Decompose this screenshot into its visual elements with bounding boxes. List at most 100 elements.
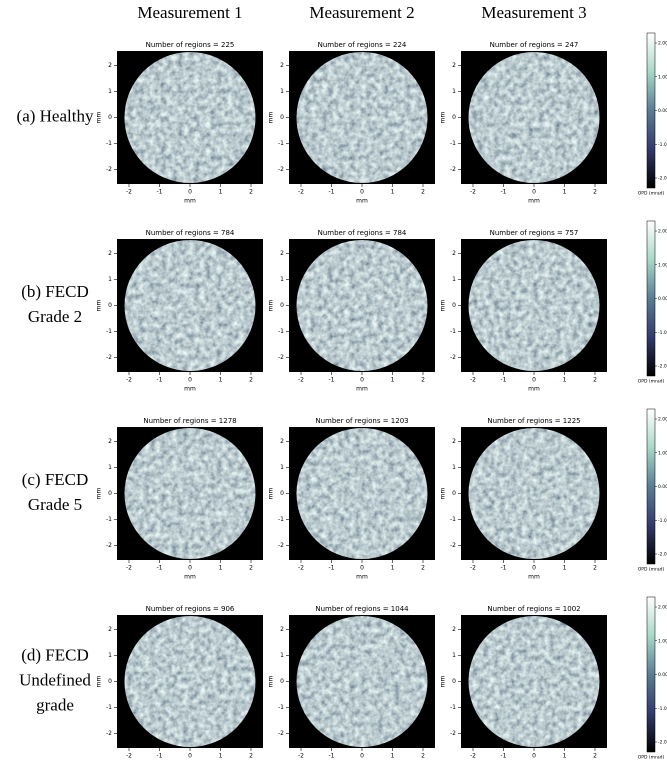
y-tick-label: 0: [280, 678, 284, 685]
y-tick-label: 1: [452, 464, 456, 471]
colorbar-tick-label: 1.00: [658, 638, 667, 644]
y-axis-label: mm: [440, 676, 447, 688]
panel-title: Number of regions = 247: [490, 41, 579, 49]
x-tick-label: 1: [219, 753, 223, 760]
y-tick-label: 1: [280, 652, 284, 659]
y-tick-label: 2: [108, 626, 112, 633]
colorbar-tick-label: -1.00: [658, 142, 667, 148]
colorbar-tick-label: -2.00: [658, 176, 667, 182]
x-tick-label: -2: [126, 189, 132, 196]
x-tick-label: 2: [421, 565, 425, 572]
x-tick-label: 1: [563, 377, 567, 384]
x-tick-label: 0: [188, 377, 192, 384]
y-tick-label: 0: [108, 678, 112, 685]
x-tick-label: -1: [501, 753, 507, 760]
cornea-image: [468, 52, 600, 183]
row-label: (d) FECD: [21, 645, 89, 664]
x-tick-label: 2: [593, 753, 597, 760]
colorbar-tick-label: 2.00: [658, 229, 667, 235]
x-tick-label: -1: [157, 189, 163, 196]
x-axis-label: mm: [356, 762, 368, 763]
x-tick-label: -1: [329, 565, 335, 572]
x-tick-label: 1: [391, 189, 395, 196]
y-tick-label: 0: [452, 114, 456, 121]
colorbar-label: OPD (mrad): [638, 191, 665, 197]
y-tick-label: -2: [106, 354, 112, 361]
cornea-image: [468, 240, 600, 371]
y-axis-label: mm: [96, 112, 103, 124]
x-tick-label: -1: [329, 753, 335, 760]
colorbar-tick-label: 1.00: [658, 262, 667, 268]
x-tick-label: 1: [219, 565, 223, 572]
x-tick-label: -2: [470, 565, 476, 572]
x-tick-label: -2: [298, 753, 304, 760]
x-tick-label: -2: [126, 753, 132, 760]
y-tick-label: -1: [106, 704, 112, 711]
colorbar-tick-label: 0.00: [658, 108, 667, 114]
colorbar-tick-label: -2.00: [658, 740, 667, 746]
y-axis-label: mm: [268, 676, 275, 688]
colorbar-tick-label: 1.00: [658, 450, 667, 456]
panel-title: Number of regions = 784: [146, 229, 235, 237]
y-tick-label: -1: [278, 704, 284, 711]
y-tick-label: 1: [108, 276, 112, 283]
x-tick-label: -2: [298, 565, 304, 572]
y-tick-label: 0: [280, 302, 284, 309]
y-axis-label: mm: [96, 676, 103, 688]
y-tick-label: 0: [108, 114, 112, 121]
y-tick-label: 0: [108, 302, 112, 309]
panel-title: Number of regions = 1002: [487, 605, 580, 613]
y-tick-label: -2: [106, 166, 112, 173]
x-tick-label: 2: [593, 189, 597, 196]
x-tick-label: -1: [329, 189, 335, 196]
x-axis-label: mm: [184, 198, 196, 205]
y-tick-label: 2: [280, 62, 284, 69]
x-axis-label: mm: [528, 762, 540, 763]
colorbar-tick-label: 2.00: [658, 417, 667, 423]
y-axis-label: mm: [440, 488, 447, 500]
cornea-image: [468, 616, 600, 747]
y-tick-label: -2: [278, 542, 284, 549]
colorbar-tick-label: -2.00: [658, 364, 667, 370]
y-tick-label: 2: [280, 250, 284, 257]
row-label: (c) FECD: [22, 470, 89, 489]
x-tick-label: -2: [298, 377, 304, 384]
x-tick-label: -1: [157, 377, 163, 384]
y-tick-label: 1: [280, 464, 284, 471]
y-tick-label: 0: [280, 114, 284, 121]
colorbar-tick-label: 1.00: [658, 74, 667, 80]
y-tick-label: 2: [280, 626, 284, 633]
x-tick-label: -1: [157, 565, 163, 572]
y-tick-label: -2: [106, 542, 112, 549]
y-tick-label: -2: [278, 166, 284, 173]
column-header: Measurement 1: [137, 3, 242, 22]
panel-title: Number of regions = 1044: [315, 605, 409, 613]
cornea-image: [296, 428, 428, 559]
colorbar: [646, 408, 656, 565]
y-axis-label: mm: [96, 300, 103, 312]
y-tick-label: -2: [278, 730, 284, 737]
column-header: Measurement 3: [481, 3, 586, 22]
x-tick-label: 1: [391, 753, 395, 760]
y-tick-label: 1: [108, 88, 112, 95]
x-tick-label: 1: [563, 565, 567, 572]
y-axis-label: mm: [96, 488, 103, 500]
y-axis-label: mm: [268, 488, 275, 500]
row-label: grade: [36, 695, 74, 714]
y-tick-label: 0: [452, 302, 456, 309]
cornea-image: [124, 428, 256, 559]
x-tick-label: 2: [593, 377, 597, 384]
x-tick-label: -1: [501, 565, 507, 572]
colorbar-label: OPD (mrad): [638, 379, 665, 385]
y-tick-label: 0: [452, 490, 456, 497]
y-axis-label: mm: [440, 112, 447, 124]
y-tick-label: 2: [108, 62, 112, 69]
x-tick-label: 0: [360, 377, 364, 384]
x-tick-label: -1: [501, 377, 507, 384]
x-axis-label: mm: [528, 198, 540, 205]
y-tick-label: -1: [106, 140, 112, 147]
y-tick-label: 1: [108, 652, 112, 659]
x-tick-label: -2: [470, 753, 476, 760]
row-label: (b) FECD: [21, 282, 89, 301]
